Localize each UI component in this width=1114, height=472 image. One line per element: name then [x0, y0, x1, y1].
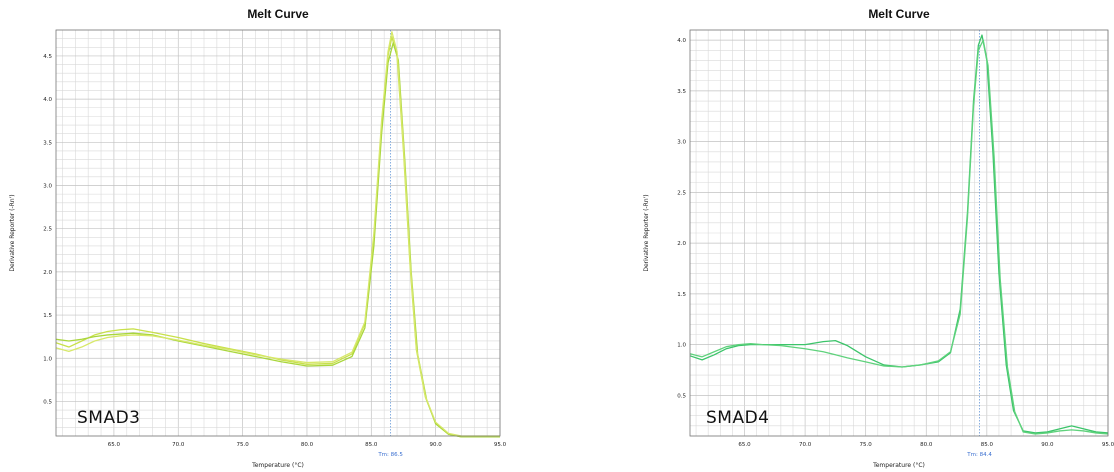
chart-svg: Melt Curve 65.0 70.0 75.0 80.0 85.0 90.0 95.0 0.…	[0, 0, 505, 472]
y-tick-label: 2.5	[43, 227, 52, 233]
y-tick-label: 1.5	[677, 292, 686, 298]
plot-area	[56, 30, 500, 436]
x-tick-label: 85.0	[365, 442, 378, 448]
y-axis-label: Derivative Reporter (-Rn')	[643, 194, 650, 271]
y-tick-label: 4.0	[677, 38, 686, 44]
x-tick-label: 85.0	[981, 442, 994, 448]
y-tick-label: 4.0	[43, 97, 52, 103]
gridlines	[690, 30, 1108, 436]
tm-label: Tm: 86.5	[377, 452, 403, 458]
x-tick-label: 95.0	[494, 442, 507, 448]
y-tick-label: 1.0	[677, 343, 686, 349]
tm-label: Tm: 84.4	[966, 452, 992, 458]
x-tick-label: 90.0	[1041, 442, 1054, 448]
x-tick-label: 65.0	[738, 442, 751, 448]
x-axis-label: Temperature (°C)	[251, 462, 304, 469]
melt-curve-chart-smad3: Melt Curve 65.0 70.0 75.0 80.0 85.0 90.0 95.0 0.…	[0, 0, 505, 472]
melt-curve-chart-smad4: Melt Curve 65.0 70.0 75.0 80.0 85.0 90.0 95.0 0.…	[640, 0, 1114, 472]
y-tick-label: 2.5	[677, 190, 686, 196]
x-tick-label: 70.0	[172, 442, 185, 448]
y-tick-label: 1.5	[43, 313, 52, 319]
y-tick-label: 1.0	[43, 356, 52, 362]
x-tick-label: 75.0	[236, 442, 249, 448]
y-tick-label: 3.0	[677, 140, 686, 146]
y-tick-label: 3.5	[677, 89, 686, 95]
x-tick-label: 80.0	[920, 442, 933, 448]
gene-annotation-smad3: SMAD3	[77, 408, 141, 428]
y-tick-label: 2.0	[43, 270, 52, 276]
gene-annotation-smad4: SMAD4	[706, 408, 770, 428]
x-axis-label: Temperature (°C)	[872, 462, 925, 469]
x-tick-label: 90.0	[430, 442, 443, 448]
x-tick-label: 95.0	[1102, 442, 1114, 448]
x-tick-label: 75.0	[860, 442, 873, 448]
y-tick-label: 4.5	[43, 54, 52, 60]
chart-title: Melt Curve	[247, 7, 309, 21]
y-tick-label: 0.5	[677, 393, 686, 399]
y-axis-label: Derivative Reporter (-Rn')	[9, 194, 16, 271]
x-tick-label: 80.0	[301, 442, 314, 448]
chart-svg: Melt Curve 65.0 70.0 75.0 80.0 85.0 90.0 95.0 0.…	[640, 0, 1114, 472]
y-tick-label: 0.5	[43, 399, 52, 405]
y-tick-label: 3.0	[43, 183, 52, 189]
x-tick-label: 70.0	[799, 442, 812, 448]
chart-title: Melt Curve	[868, 7, 930, 21]
y-tick-label: 3.5	[43, 140, 52, 146]
y-tick-label: 2.0	[677, 241, 686, 247]
x-tick-label: 65.0	[108, 442, 121, 448]
